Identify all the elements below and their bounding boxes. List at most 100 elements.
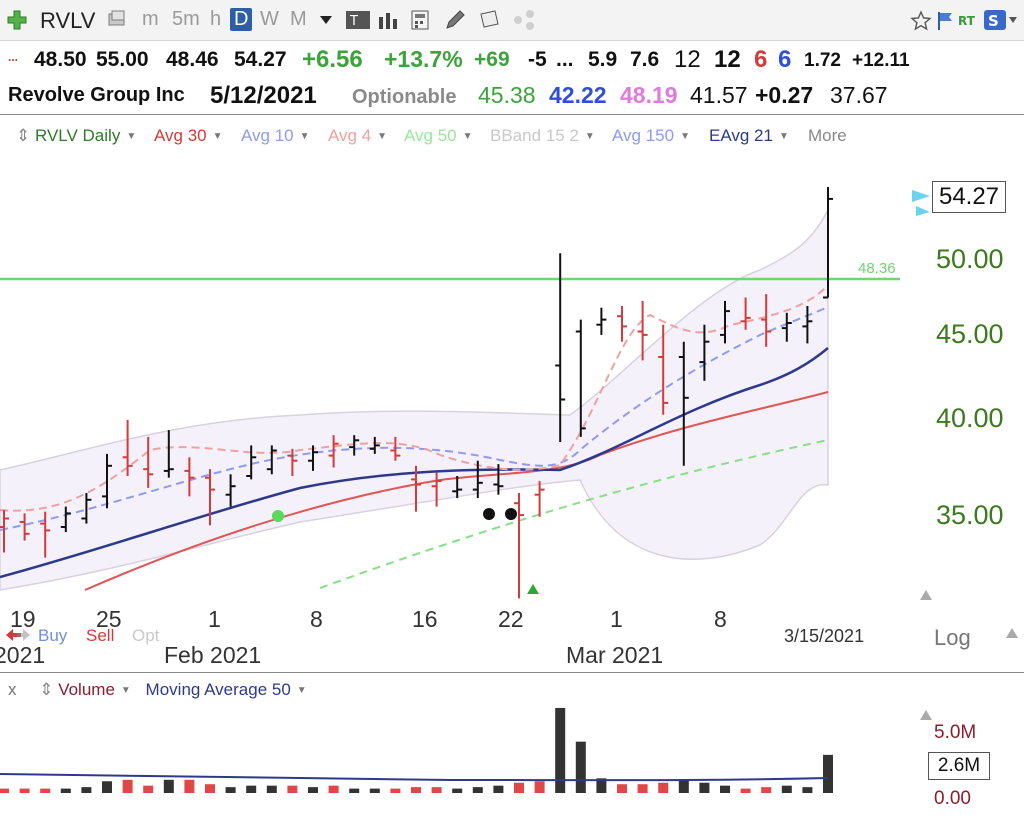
buy-button[interactable]: Buy (38, 626, 68, 645)
volume-label[interactable]: Volume (58, 680, 115, 699)
value-4: 41.57 (690, 82, 748, 108)
price-bar (163, 430, 174, 478)
volume-bar (720, 785, 730, 793)
legend-avg4[interactable]: Avg 4 ▼ (328, 126, 388, 145)
price-bar (637, 300, 648, 361)
symbol-label[interactable]: RVLV (40, 8, 96, 33)
price-chart[interactable]: 48.36 (0, 150, 930, 610)
field-3: ... (556, 48, 574, 71)
month-label: Mar 2021 (566, 642, 664, 668)
volume-bar (431, 787, 442, 793)
close-volume-button[interactable]: x (8, 680, 17, 699)
breakout-line-label: 48.36 (858, 260, 896, 277)
legend-avg150-label: Avg 150 (612, 126, 675, 145)
low-price: 48.46 (166, 48, 219, 71)
star-icon[interactable] (910, 10, 932, 32)
note-icon[interactable] (478, 9, 500, 31)
scroll-up-icon[interactable] (920, 590, 932, 600)
open-price: 48.50 (34, 48, 87, 71)
price-bar (308, 445, 318, 471)
signal-dot (272, 510, 284, 522)
share-icon[interactable] (512, 10, 538, 30)
price-bar (493, 464, 504, 495)
calculator-icon[interactable] (410, 9, 432, 31)
volume-bar (596, 778, 607, 793)
volume-chart[interactable] (0, 700, 930, 800)
volume-ma-label[interactable]: Moving Average 50 (145, 680, 291, 699)
price-bar (19, 513, 30, 541)
svg-text:T: T (349, 14, 358, 29)
interval-w[interactable]: W (260, 8, 279, 30)
scroll-up-icon[interactable] (920, 710, 932, 720)
field-9: 6 (778, 46, 792, 73)
volume-bar (369, 788, 380, 793)
avg4-line (0, 284, 829, 512)
price-bar (802, 306, 813, 344)
interval-d[interactable]: D (230, 8, 253, 31)
price-bar (617, 306, 627, 342)
interval-m[interactable]: m (142, 8, 159, 30)
sell-button[interactable]: Sell (86, 626, 115, 645)
trade-arrows-icon[interactable] (4, 626, 32, 644)
price-bar (369, 436, 380, 454)
field-5: 7.6 (630, 48, 660, 71)
signal-triangle (527, 584, 539, 594)
price-bar (781, 312, 792, 342)
date-tick: 25 (96, 606, 122, 632)
field-11: +12.11 (852, 50, 910, 71)
menu-dots[interactable]: ... (8, 50, 19, 64)
scroll-up-icon[interactable] (1006, 628, 1018, 638)
layers-icon[interactable] (106, 10, 128, 30)
field-6: 12 (674, 46, 701, 73)
text-tool-icon[interactable]: T (346, 11, 370, 29)
legend-avg30[interactable]: Avg 30 ▼ (154, 126, 223, 145)
realtime-icon[interactable]: RT (958, 12, 980, 28)
volume-bar (163, 779, 174, 793)
flag-icon[interactable] (936, 10, 956, 32)
change: +6.56 (302, 46, 363, 73)
interval-h[interactable]: h (210, 8, 222, 30)
log-toggle[interactable]: Log (934, 625, 971, 650)
scan-icon[interactable]: S (984, 9, 1018, 31)
volume-bar (781, 785, 792, 793)
field-4: 5.9 (588, 48, 618, 71)
volume-ma-line (0, 773, 829, 782)
legend-bband[interactable]: BBand 15 2 ▼ (490, 126, 595, 145)
legend-avg150[interactable]: Avg 150 ▼ (612, 126, 690, 145)
volume-bar (184, 779, 195, 793)
legend-avg50[interactable]: Avg 50 ▼ (404, 126, 473, 145)
earnings-dot (483, 508, 495, 520)
field-1: +69 (474, 48, 510, 71)
volume-bar (493, 785, 504, 793)
price-bar (596, 307, 607, 335)
volume-bar (761, 787, 772, 793)
interval-5m[interactable]: 5m (172, 8, 200, 30)
field-8: 6 (754, 46, 768, 73)
volume-panel (0, 672, 1024, 819)
add-icon[interactable] (6, 9, 28, 31)
price-tick: 35.00 (936, 500, 1004, 530)
legend-symbol-label: RVLV Daily (34, 126, 121, 145)
legend-symbol[interactable]: ⇕ RVLV Daily ▼ (16, 126, 137, 145)
price-bar (184, 457, 195, 497)
quote-date: 5/12/2021 (210, 82, 317, 109)
volume-bar (658, 782, 669, 793)
legend-more[interactable]: More (808, 126, 847, 145)
interval-month[interactable]: M (290, 8, 307, 30)
bar-chart-icon[interactable] (378, 11, 400, 29)
volume-bar (266, 785, 277, 793)
price-bar (287, 448, 298, 476)
dropdown-icon[interactable] (320, 16, 332, 24)
volume-legend: x ⇕ Volume ▼ Moving Average 50 ▼ (8, 680, 307, 699)
price-axis[interactable]: 50.00 45.00 40.00 35.00 (930, 150, 1024, 620)
legend-eavg21[interactable]: EAvg 21 ▼ (709, 126, 789, 145)
price-bar (0, 510, 9, 553)
volume-bar (308, 787, 318, 793)
field-7: 12 (714, 46, 741, 73)
volume-bar (411, 787, 421, 793)
optionable-label: Optionable (352, 86, 457, 108)
opt-button[interactable]: Opt (132, 626, 160, 645)
volume-bar (122, 779, 133, 793)
pencil-icon[interactable] (444, 9, 466, 31)
legend-avg10[interactable]: Avg 10 ▼ (241, 126, 310, 145)
